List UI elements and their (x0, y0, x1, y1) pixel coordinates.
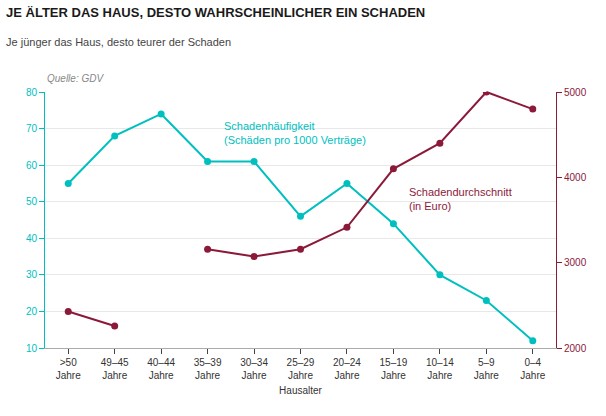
svg-text:Hausalter: Hausalter (279, 385, 322, 396)
svg-text:70: 70 (26, 123, 38, 134)
svg-text:25–29Jahre: 25–29Jahre (287, 357, 315, 381)
svg-text:80: 80 (26, 87, 38, 98)
svg-text:5–9Jahre: 5–9Jahre (474, 357, 499, 381)
svg-text:4000: 4000 (564, 172, 587, 183)
svg-text:Quelle: GDV: Quelle: GDV (47, 73, 104, 84)
svg-text:15–19Jahre: 15–19Jahre (380, 357, 408, 381)
svg-text:Schadendurchschnitt(in Euro): Schadendurchschnitt(in Euro) (409, 186, 512, 212)
svg-text:0–4Jahre: 0–4Jahre (520, 357, 545, 381)
svg-text:5000: 5000 (564, 87, 587, 98)
svg-text:20: 20 (26, 306, 38, 317)
svg-text:20–24Jahre: 20–24Jahre (333, 357, 361, 381)
svg-text:3000: 3000 (564, 257, 587, 268)
svg-text:10–14Jahre: 10–14Jahre (426, 357, 454, 381)
svg-text:10: 10 (26, 343, 38, 354)
svg-text:30–34Jahre: 30–34Jahre (240, 357, 268, 381)
svg-text:40–44Jahre: 40–44Jahre (147, 357, 175, 381)
svg-text:>50Jahre: >50Jahre (56, 357, 81, 381)
svg-text:60: 60 (26, 160, 38, 171)
svg-text:JE ÄLTER DAS HAUS, DESTO WAHRS: JE ÄLTER DAS HAUS, DESTO WAHRSCHEINLICHE… (6, 5, 425, 20)
svg-text:Je jünger das Haus, desto teur: Je jünger das Haus, desto teurer der Sch… (6, 36, 231, 48)
svg-text:2000: 2000 (564, 343, 587, 354)
svg-text:50: 50 (26, 196, 38, 207)
svg-text:40: 40 (26, 233, 38, 244)
svg-text:35–39Jahre: 35–39Jahre (194, 357, 222, 381)
svg-text:49–45Jahre: 49–45Jahre (101, 357, 129, 381)
svg-text:Schadenhäufigkeit(Schäden pro: Schadenhäufigkeit(Schäden pro 1000 Vertr… (224, 120, 366, 146)
svg-text:30: 30 (26, 269, 38, 280)
